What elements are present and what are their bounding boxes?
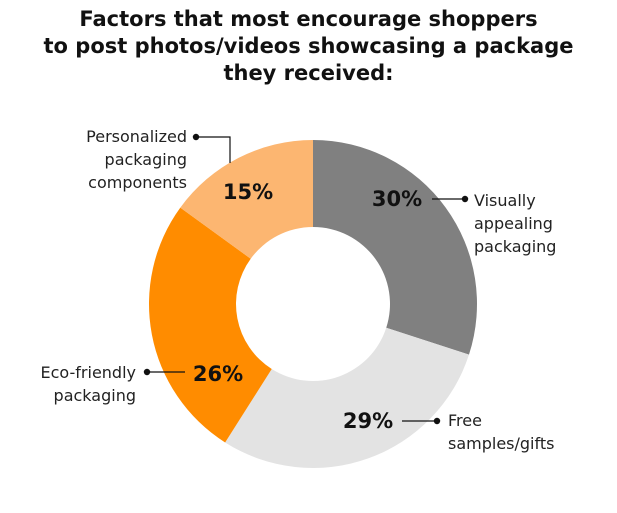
chart-title: Factors that most encourage shoppers to … [0, 6, 617, 87]
slice-3-value-label: 26% [193, 362, 243, 386]
slice-4 [180, 140, 313, 259]
slice-2 [225, 327, 469, 468]
slice-1-leader-dot [461, 195, 469, 203]
title-line-3: they received: [223, 61, 394, 85]
slice-2-value-label: 29% [343, 409, 393, 433]
slice-3-category-label: Eco-friendly packaging [41, 363, 136, 405]
slice-4-leader-line [196, 136, 231, 163]
slice-1-category-label: Visually appealing packaging [474, 191, 556, 256]
slice-3 [148, 207, 272, 443]
title-line-1: Factors that most encourage shoppers [79, 7, 538, 31]
slice-2-category-label: Free samples/gifts [448, 411, 554, 453]
slice-4-category-label: Personalized packaging components [86, 127, 187, 192]
slice-3-leader-dot [143, 368, 151, 376]
slice-2-leader-dot [433, 417, 441, 425]
slice-1-value-label: 30% [372, 187, 422, 211]
title-line-2: to post photos/videos showcasing a packa… [43, 34, 574, 58]
slice-4-leader-dot [192, 133, 200, 141]
slice-1 [313, 140, 477, 355]
slice-4-value-label: 15% [223, 180, 273, 204]
